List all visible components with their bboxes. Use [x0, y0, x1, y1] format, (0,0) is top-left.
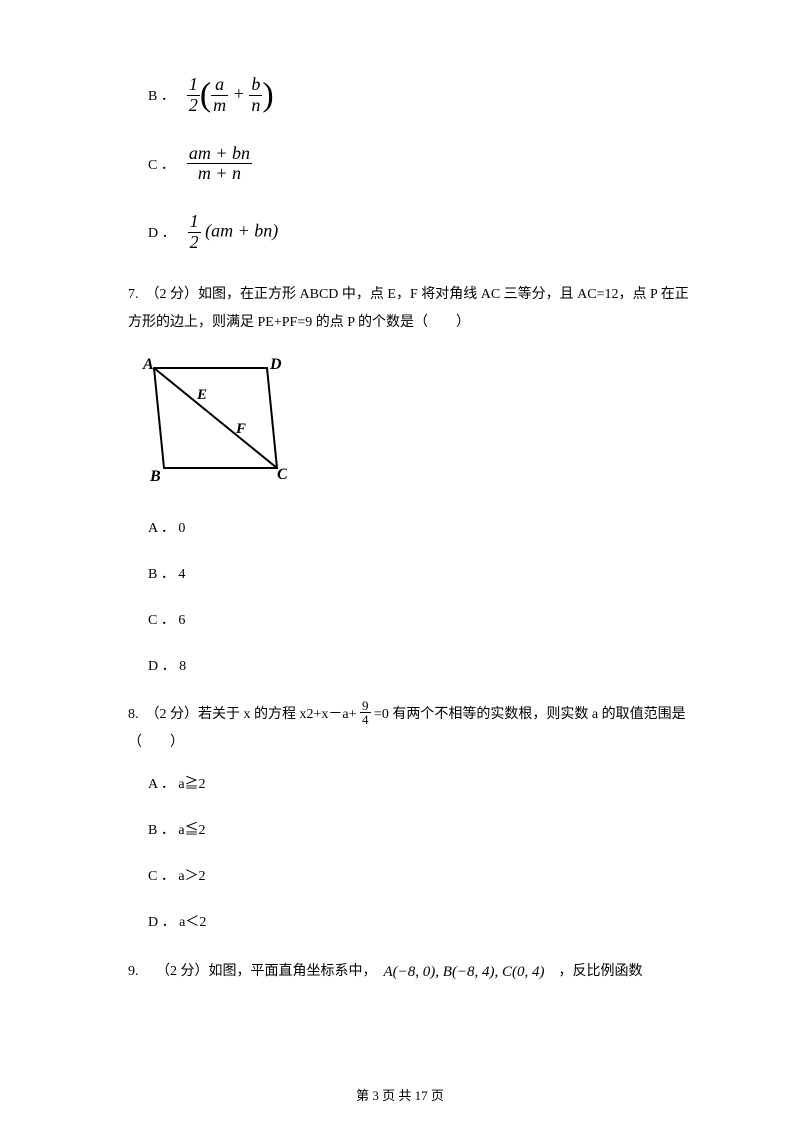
option-d: D ． 12 (am + bn) [100, 212, 700, 253]
label-E: E [196, 387, 207, 403]
label-F: F [235, 421, 246, 437]
q9-prefix: 9. （2 分）如图，平面直角坐标系中， [128, 958, 384, 986]
option-b: B ． 12(am + bn) [100, 75, 700, 116]
option-b-label: B ． [148, 85, 175, 105]
question-7-diagram: A D B C E F [132, 353, 700, 493]
question-9-text: 9. （2 分）如图，平面直角坐标系中， A(−8, 0), B(−8, 4),… [100, 957, 700, 987]
square-diagram-svg: A D B C E F [132, 353, 287, 488]
q9-coords: A(−8, 0), B(−8, 4), C(0, 4) [384, 957, 545, 987]
label-D: D [269, 356, 282, 373]
q8-option-b: B ． a≦2 [100, 819, 700, 839]
label-A: A [142, 356, 154, 373]
q7-option-d: D ． 8 [100, 655, 700, 675]
option-c-formula: am + bnm + n [187, 144, 252, 185]
option-d-label: D ． [148, 222, 176, 242]
q8-option-a: A ． a≧2 [100, 773, 700, 793]
q7-option-b: B ． 4 [100, 563, 700, 583]
q8-option-c: C ． a＞2 [100, 865, 700, 885]
question-7-text: 7. （2 分）如图，在正方形 ABCD 中，点 E，F 将对角线 AC 三等分… [100, 281, 700, 337]
q7-option-a: A ． 0 [100, 517, 700, 537]
option-c: C ． am + bnm + n [100, 144, 700, 185]
q8-fraction: 94 [360, 699, 371, 726]
label-C: C [277, 466, 287, 483]
q7-option-c: C ． 6 [100, 609, 700, 629]
q8-option-d: D ． a＜2 [100, 911, 700, 931]
option-d-formula: 12 (am + bn) [188, 212, 279, 253]
question-8-text: 8. （2 分）若关于 x 的方程 x2+x－a+ 94 =0 有两个不相等的实… [100, 701, 700, 757]
q9-suffix: ，反比例函数 [545, 958, 643, 986]
label-B: B [149, 468, 161, 485]
page-footer: 第 3 页 共 17 页 [0, 1085, 800, 1104]
option-b-formula: 12(am + bn) [187, 75, 274, 116]
option-c-label: C ． [148, 154, 175, 174]
q8-prefix: 8. （2 分）若关于 x 的方程 x2+x－a+ [128, 707, 360, 722]
